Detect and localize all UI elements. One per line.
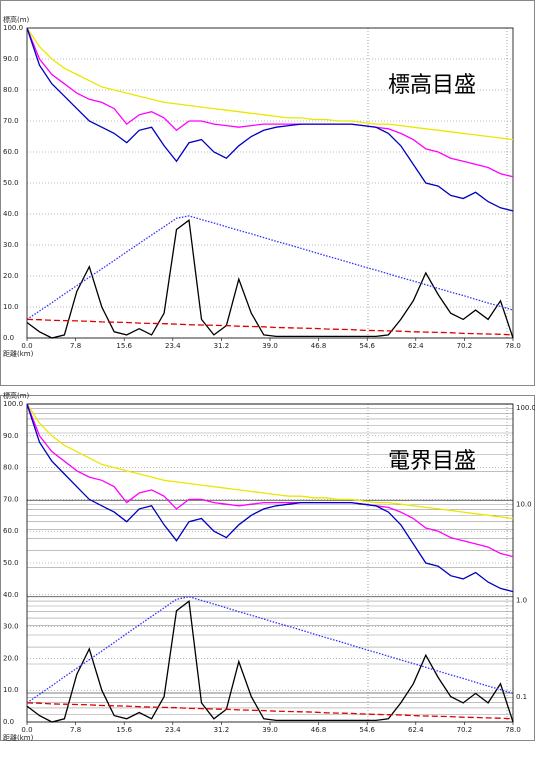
y-tick-label: 50.0 — [3, 559, 19, 567]
y-tick-label: 20.0 — [3, 654, 19, 662]
y-tick-label: 30.0 — [3, 623, 19, 631]
y-axis-label: 標高(m) — [3, 15, 30, 24]
x-tick-label: 31.2 — [214, 726, 230, 734]
y2-tick-label: 1.0 — [516, 597, 527, 605]
x-tick-label: 39.0 — [262, 342, 278, 350]
x-tick-label: 23.4 — [165, 726, 181, 734]
y-tick-label: 70.0 — [3, 495, 19, 503]
x-tick-label: 0.0 — [21, 342, 32, 350]
y-tick-label: 60.0 — [3, 148, 19, 156]
y-tick-label: 80.0 — [3, 86, 19, 94]
y-tick-label: 50.0 — [3, 179, 19, 187]
x-tick-label: 46.8 — [311, 726, 327, 734]
x-tick-label: 7.8 — [70, 342, 81, 350]
annotation: 電界目盛 — [388, 449, 476, 474]
panel-frame — [0, 0, 535, 386]
series-line — [26, 596, 514, 704]
y-tick-label: 40.0 — [3, 210, 19, 218]
annotation: 標高目盛 — [388, 73, 476, 98]
y-tick-label: 60.0 — [3, 527, 19, 535]
y-tick-label: 90.0 — [3, 55, 19, 63]
plot-frame — [26, 403, 514, 723]
y-axis-label: 標高(m) — [3, 391, 30, 400]
y-tick-label: 10.0 — [3, 686, 19, 694]
x-tick-label: 39.0 — [262, 726, 278, 734]
y-tick-label: 40.0 — [3, 591, 19, 599]
x-axis-label: 距離(km) — [3, 733, 34, 742]
x-tick-label: 15.6 — [116, 726, 132, 734]
y2-tick-label: 0.1 — [516, 693, 527, 701]
y-tick-label: 20.0 — [3, 272, 19, 280]
series-line — [26, 318, 514, 336]
x-tick-label: 62.4 — [408, 726, 424, 734]
x-tick-label: 78.0 — [505, 726, 521, 734]
y-tick-label: 70.0 — [3, 117, 19, 125]
x-tick-label: 78.0 — [505, 342, 521, 350]
y-tick-label: 0.0 — [3, 334, 14, 342]
series-line — [26, 219, 514, 339]
series-line — [26, 403, 514, 558]
y2-tick-label: 10.0 — [516, 500, 532, 508]
series-line — [26, 599, 514, 723]
y-tick-label: 100.0 — [3, 24, 23, 32]
y-tick-label: 10.0 — [3, 303, 19, 311]
x-tick-label: 70.2 — [457, 726, 473, 734]
x-tick-label: 70.2 — [457, 342, 473, 350]
x-tick-label: 62.4 — [408, 342, 424, 350]
series-line — [26, 403, 514, 520]
series-line — [26, 27, 514, 178]
y-tick-label: 30.0 — [3, 241, 19, 249]
x-axis-label: 距離(km) — [3, 349, 34, 358]
panel-frame — [0, 395, 535, 741]
series-line — [26, 27, 514, 141]
x-tick-label: 23.4 — [165, 342, 181, 350]
x-tick-label: 54.6 — [359, 342, 375, 350]
x-tick-label: 54.6 — [359, 726, 375, 734]
x-tick-label: 31.2 — [214, 342, 230, 350]
y-tick-label: 0.0 — [3, 718, 14, 726]
series-line — [26, 403, 514, 593]
y-tick-label: 80.0 — [3, 464, 19, 472]
x-tick-label: 15.6 — [116, 342, 132, 350]
y2-tick-label: 100.0 — [516, 404, 535, 412]
x-tick-label: 46.8 — [311, 342, 327, 350]
series-line — [26, 27, 514, 212]
y-tick-label: 90.0 — [3, 432, 19, 440]
series-line — [26, 702, 514, 720]
y-tick-label: 100.0 — [3, 400, 23, 408]
x-tick-label: 7.8 — [70, 726, 81, 734]
x-tick-label: 0.0 — [21, 726, 32, 734]
plot-frame — [26, 27, 514, 339]
